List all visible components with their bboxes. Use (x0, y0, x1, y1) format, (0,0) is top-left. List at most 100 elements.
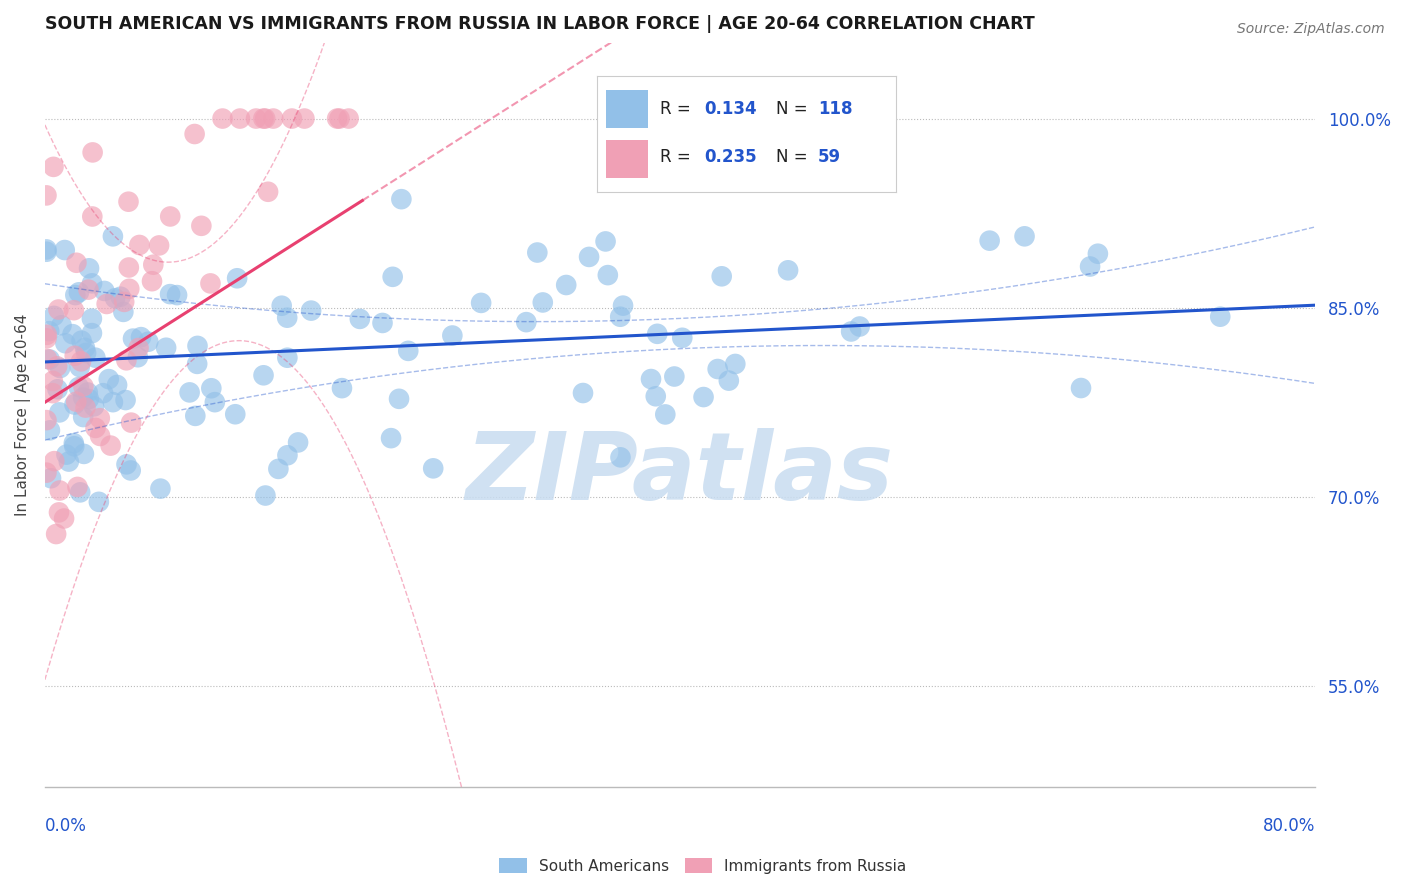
Point (389, 192, 412, 206)
Point (87, 495, 110, 509)
Point (778, 263, 800, 277)
Point (640, 372, 662, 386)
Point (127, 350, 149, 364)
Point (35, 351, 58, 366)
Point (35, 327, 58, 342)
Point (118, 282, 141, 296)
Point (204, 395, 226, 409)
Point (645, 326, 668, 341)
Point (72, 391, 94, 405)
Point (46, 382, 69, 396)
Point (328, 112, 350, 126)
Point (179, 385, 201, 400)
Point (141, 274, 163, 288)
Point (1070, 381, 1092, 395)
Point (211, 112, 233, 126)
Point (80, 326, 103, 340)
Point (515, 315, 537, 329)
Point (89, 429, 111, 443)
Point (70, 354, 93, 368)
Point (42, 309, 65, 323)
Point (595, 235, 617, 249)
Point (63, 398, 86, 412)
Point (63, 303, 86, 318)
Point (612, 299, 634, 313)
Text: 80.0%: 80.0% (1263, 817, 1315, 835)
Point (396, 343, 419, 358)
Point (654, 408, 676, 422)
Point (53, 511, 76, 525)
Point (63, 349, 86, 363)
Point (45, 527, 67, 541)
Point (35, 244, 58, 259)
Point (96, 297, 118, 311)
Point (281, 112, 304, 126)
Point (226, 271, 249, 285)
Point (105, 378, 128, 392)
Point (136, 334, 159, 349)
Point (69, 485, 91, 500)
Point (80, 311, 103, 326)
Point (531, 295, 554, 310)
Point (1209, 310, 1232, 324)
Point (35, 188, 58, 202)
Point (73, 447, 96, 461)
Point (664, 369, 686, 384)
Point (128, 341, 150, 355)
Point (596, 268, 619, 282)
Point (1087, 246, 1109, 260)
Point (76, 385, 98, 400)
Point (77, 261, 100, 276)
Point (671, 331, 693, 345)
Point (183, 127, 205, 141)
Point (65, 394, 87, 409)
Point (470, 296, 492, 310)
Text: 0.0%: 0.0% (45, 817, 87, 835)
Point (120, 463, 142, 477)
Point (388, 392, 411, 406)
Point (267, 462, 290, 476)
Point (337, 112, 360, 126)
Point (97, 372, 120, 386)
Point (35, 331, 58, 345)
Point (262, 112, 284, 126)
Point (149, 482, 172, 496)
Point (67, 285, 90, 300)
Y-axis label: In Labor Force | Age 20-64: In Labor Force | Age 20-64 (15, 314, 31, 516)
Point (848, 319, 870, 334)
Point (39, 423, 62, 437)
Point (326, 112, 349, 126)
Point (51, 318, 73, 333)
Point (101, 229, 124, 244)
Point (371, 316, 394, 330)
Point (276, 310, 298, 325)
Point (839, 325, 862, 339)
Point (112, 294, 135, 309)
Point (142, 258, 165, 272)
Point (276, 448, 298, 462)
Point (294, 112, 316, 126)
Point (609, 310, 631, 324)
Point (254, 489, 277, 503)
Point (190, 219, 212, 233)
Point (706, 362, 728, 376)
Point (526, 245, 548, 260)
Point (62, 436, 84, 450)
Point (53, 243, 76, 257)
Point (159, 210, 181, 224)
Point (91, 386, 114, 401)
Point (578, 250, 600, 264)
Point (75, 401, 97, 415)
Point (44, 454, 66, 468)
Point (39, 471, 62, 485)
Point (84, 351, 107, 365)
Point (380, 431, 402, 445)
Point (245, 112, 267, 126)
Point (128, 238, 150, 252)
Point (254, 112, 277, 126)
Point (692, 390, 714, 404)
Point (422, 461, 444, 475)
Point (55, 336, 77, 351)
Point (104, 291, 127, 305)
Point (148, 238, 170, 252)
